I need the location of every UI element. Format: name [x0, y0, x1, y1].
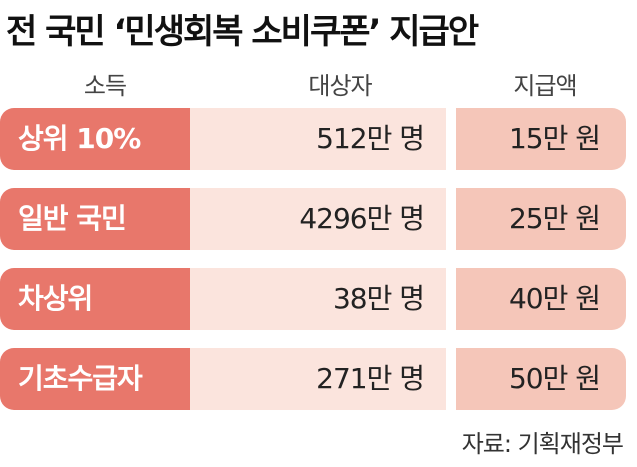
column-header: 소득: [83, 72, 127, 100]
income-cell: 차상위: [0, 268, 190, 330]
target-cell: 512만 명: [190, 108, 446, 170]
table-row: 일반 국민 4296만 명 25만 원: [0, 188, 626, 250]
amount-cell: 15만 원: [456, 108, 626, 170]
target-cell: 38만 명: [190, 268, 446, 330]
source: 자료: 기획재정부: [461, 430, 624, 458]
income-cell: 기초수급자: [0, 348, 190, 410]
income-cell: 일반 국민: [0, 188, 190, 250]
income-cell: 상위 10%: [0, 108, 190, 170]
amount-cell: 40만 원: [456, 268, 626, 330]
target-cell: 271만 명: [190, 348, 446, 410]
column-header: 지급액: [513, 72, 577, 100]
table-row: 차상위 38만 명 40만 원: [0, 268, 626, 330]
amount-cell: 50만 원: [456, 348, 626, 410]
title: 전 국민 ‘민생회복 소비쿠폰’ 지급안: [6, 12, 479, 52]
table-row: 기초수급자 271만 명 50만 원: [0, 348, 626, 410]
amount-cell: 25만 원: [456, 188, 626, 250]
table-row: 상위 10% 512만 명 15만 원: [0, 108, 626, 170]
target-cell: 4296만 명: [190, 188, 446, 250]
column-header: 대상자: [308, 72, 372, 100]
